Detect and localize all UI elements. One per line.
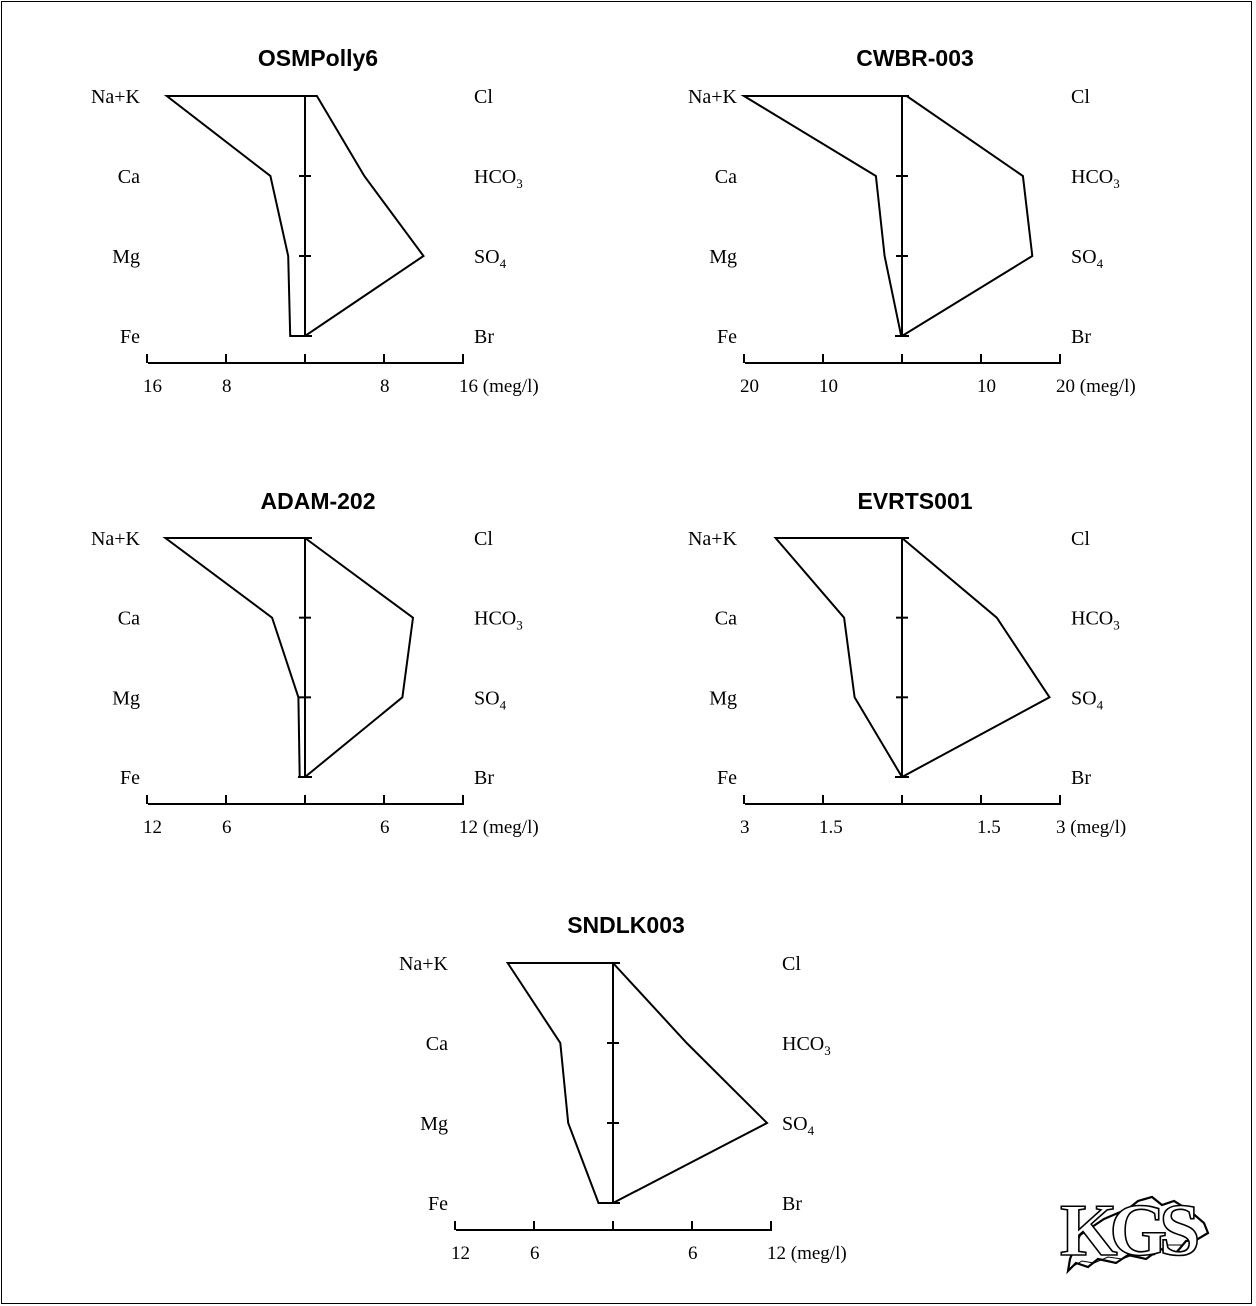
cation-label: Na+K [91, 528, 141, 550]
cation-label: Mg [420, 1113, 448, 1135]
stiff-polygon [773, 537, 1051, 779]
anion-label: Cl [1071, 86, 1090, 108]
anion-label: Br [1071, 326, 1091, 348]
stiff-diagram-4: SNDLK003 Na+K Cl Ca HCO3 Mg SO4 Fe Br 12 6 6 12 (meg… [399, 912, 847, 1264]
anion-label: HCO3 [474, 608, 523, 633]
anion-label: HCO3 [1071, 166, 1120, 191]
cation-label: Na+K [688, 86, 738, 108]
x-tick-label: 12 [451, 1243, 470, 1264]
x-tick-label: 10 [977, 376, 996, 397]
chart-title: ADAM-202 [260, 488, 375, 514]
cation-label: Mg [112, 246, 140, 268]
cation-label: Mg [709, 687, 737, 709]
stiff-polygon [163, 95, 425, 337]
x-tick-label: 20 (meg/l) [1056, 376, 1136, 397]
anion-label: Cl [474, 86, 493, 108]
x-tick-label: 3 [740, 817, 750, 838]
anion-label: HCO3 [782, 1033, 831, 1058]
stiff-diagram-1: CWBR-003 Na+K Cl Ca HCO3 Mg SO4 Fe Br 20 10 10 20 (m… [688, 45, 1136, 397]
x-tick-label: 6 [530, 1243, 540, 1264]
cation-label: Ca [715, 608, 737, 630]
anion-label: Cl [1071, 528, 1090, 550]
cation-label: Na+K [91, 86, 141, 108]
x-tick-label: 1.5 [819, 817, 843, 838]
stiff-polygon [505, 962, 769, 1204]
anion-label: HCO3 [474, 166, 523, 191]
cation-label: Fe [717, 767, 737, 789]
x-tick-label: 12 (meg/l) [459, 817, 539, 838]
cation-label: Mg [709, 246, 737, 268]
x-tick-label: 8 [380, 376, 390, 397]
svg-text:KGS: KGS [1060, 1190, 1198, 1272]
x-tick-label: 16 (meg/l) [459, 376, 539, 397]
anion-label: SO4 [474, 687, 507, 712]
x-tick-label: 12 (meg/l) [767, 1243, 847, 1264]
cation-label: Na+K [399, 953, 449, 975]
x-tick-label: 16 [143, 376, 162, 397]
x-tick-label: 10 [819, 376, 838, 397]
x-tick-label: 6 [380, 817, 390, 838]
cation-label: Mg [112, 687, 140, 709]
stiff-diagram-2: ADAM-202 Na+K Cl Ca HCO3 Mg SO4 Fe Br 12 6 6 12 (meg… [91, 488, 539, 838]
anion-label: SO4 [1071, 246, 1104, 271]
anion-label: SO4 [782, 1113, 815, 1138]
x-tick-label: 3 (meg/l) [1056, 817, 1126, 838]
chart-title: SNDLK003 [567, 912, 685, 938]
anion-label: SO4 [1071, 687, 1104, 712]
anion-label: HCO3 [1071, 608, 1120, 633]
cation-label: Fe [428, 1193, 448, 1215]
anion-label: Cl [782, 953, 801, 975]
stiff-diagram-3: EVRTS001 Na+K Cl Ca HCO3 Mg SO4 Fe Br 3 1.5 1.5 3 (m… [688, 488, 1126, 838]
anion-label: Cl [474, 528, 493, 550]
x-tick-label: 6 [222, 817, 232, 838]
anion-label: Br [474, 326, 494, 348]
x-tick-label: 12 [143, 817, 162, 838]
anion-label: Br [1071, 767, 1091, 789]
cation-label: Ca [715, 166, 737, 188]
x-tick-label: 6 [688, 1243, 698, 1264]
chart-title: OSMPolly6 [258, 45, 378, 71]
x-tick-label: 20 [740, 376, 759, 397]
cation-label: Ca [426, 1033, 448, 1055]
cation-label: Fe [717, 326, 737, 348]
anion-label: Br [474, 767, 494, 789]
chart-title: EVRTS001 [857, 488, 972, 514]
x-tick-label: 8 [222, 376, 232, 397]
stiff-polygon [740, 95, 1034, 337]
cation-label: Fe [120, 326, 140, 348]
anion-label: Br [782, 1193, 802, 1215]
kgs-logo: KGS [1059, 1189, 1210, 1275]
x-tick-label: 1.5 [977, 817, 1001, 838]
cation-label: Ca [118, 608, 140, 630]
cation-label: Na+K [688, 528, 738, 550]
stiff-diagram-0: OSMPolly6 Na+K Cl Ca HCO3 Mg SO4 Fe Br 16 8 8 16 (me… [91, 45, 539, 397]
cation-label: Ca [118, 166, 140, 188]
cation-label: Fe [120, 767, 140, 789]
chart-title: CWBR-003 [856, 45, 974, 71]
stiff-polygon [162, 537, 415, 778]
anion-label: SO4 [474, 246, 507, 271]
